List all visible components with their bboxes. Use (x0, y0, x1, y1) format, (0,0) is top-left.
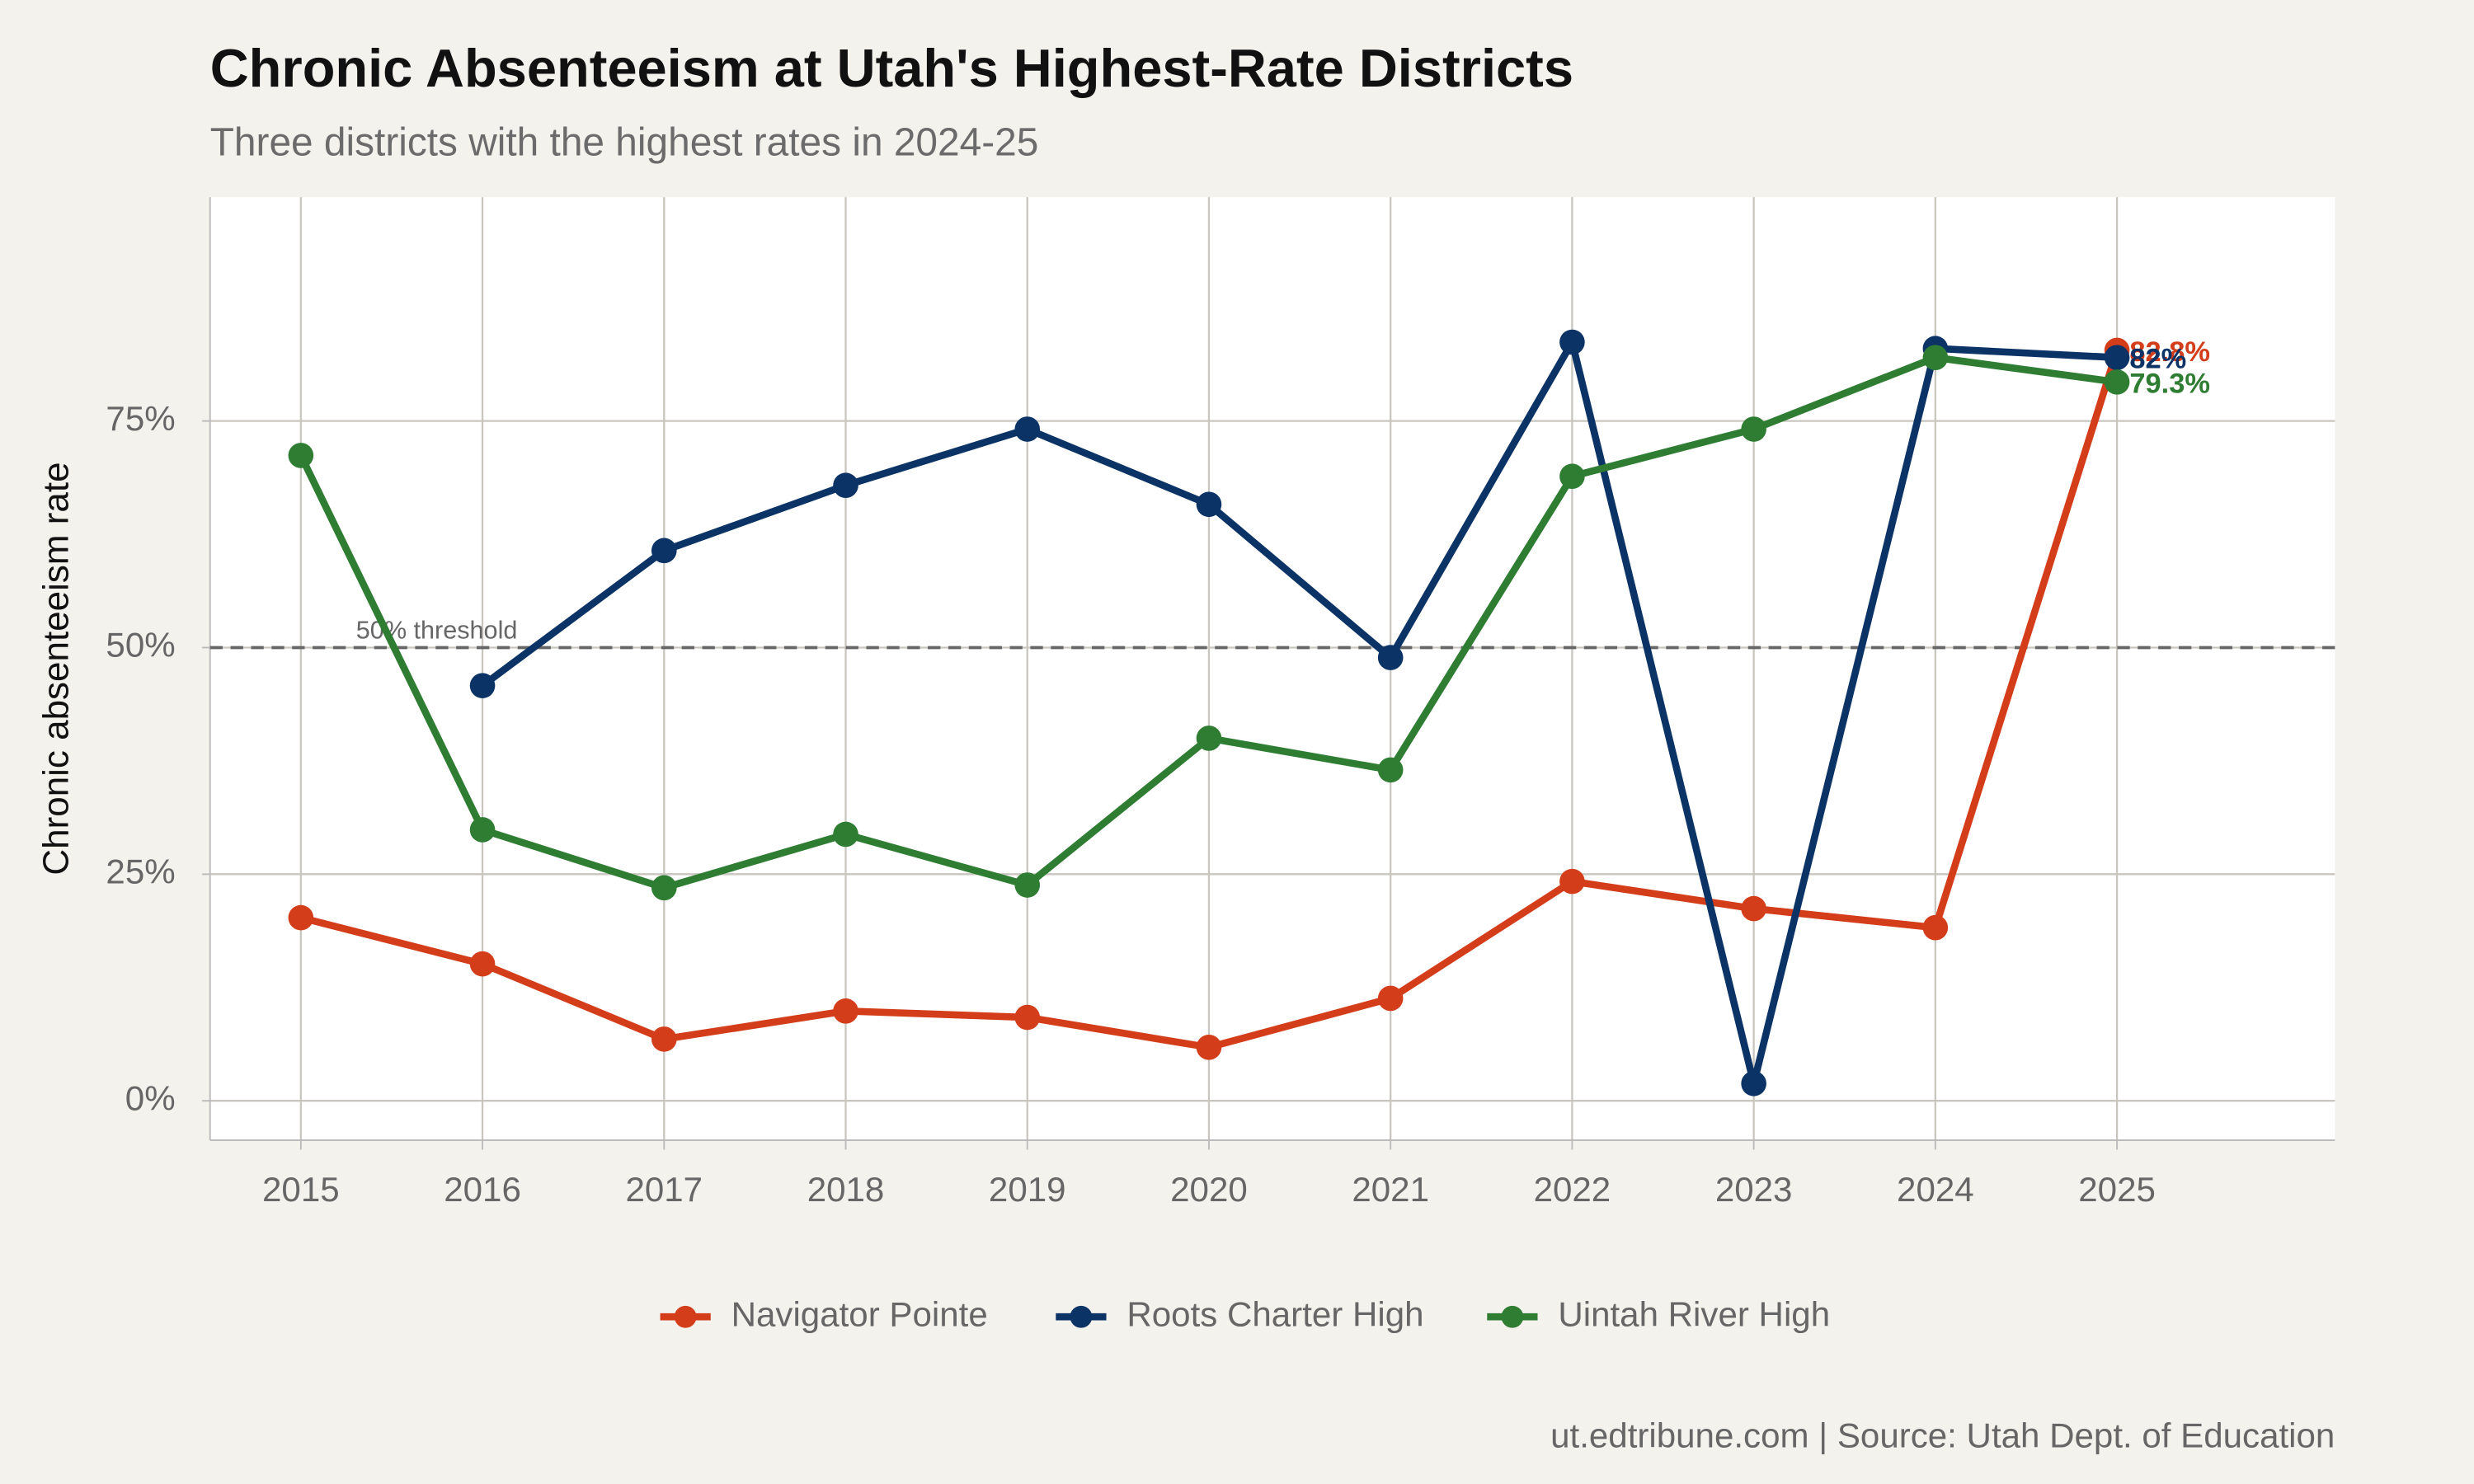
x-tick-label: 2025 (2078, 1170, 2156, 1209)
data-point (1741, 895, 1766, 922)
data-point (469, 673, 496, 698)
data-point (288, 443, 314, 468)
x-tick-label: 2016 (444, 1170, 521, 1209)
data-point (469, 951, 496, 977)
data-point (1014, 1004, 1041, 1031)
data-point (2104, 369, 2130, 395)
data-point (1922, 914, 1949, 941)
data-point (1559, 868, 1585, 895)
legend-key-point (674, 1305, 697, 1328)
x-tick-label: 2020 (1170, 1170, 1248, 1209)
data-point (469, 817, 496, 843)
y-tick-label: 75% (106, 399, 175, 438)
data-point (1377, 645, 1404, 670)
data-point (1377, 985, 1404, 1012)
legend-key-point (1501, 1305, 1524, 1328)
x-tick-label: 2018 (807, 1170, 885, 1209)
x-tick-label: 2024 (1897, 1170, 1974, 1209)
data-point (1559, 463, 1585, 490)
x-tick-label: 2015 (262, 1170, 340, 1209)
data-point (1741, 416, 1766, 442)
y-tick-label: 25% (106, 852, 175, 890)
y-axis-label: Chronic absenteeism rate (36, 462, 77, 875)
data-point (1559, 329, 1585, 355)
x-tick-label: 2019 (989, 1170, 1066, 1209)
data-point (1014, 416, 1041, 442)
data-point (1741, 1070, 1766, 1097)
legend-key-point (1070, 1305, 1093, 1328)
x-tick-label: 2022 (1534, 1170, 1611, 1209)
data-point (1014, 872, 1041, 898)
chart-subtitle: Three districts with the highest rates i… (210, 121, 1039, 165)
legend-label: Roots Charter High (1126, 1294, 1423, 1333)
value-label: 79.3% (2129, 368, 2210, 399)
data-point (2104, 345, 2130, 370)
data-point (1922, 345, 1949, 370)
data-point (1196, 726, 1222, 751)
legend-label: Navigator Pointe (731, 1294, 988, 1333)
x-tick-label: 2023 (1715, 1170, 1793, 1209)
x-tick-label: 2017 (625, 1170, 703, 1209)
data-point (833, 998, 858, 1024)
data-point (1196, 1035, 1222, 1060)
data-point (1377, 757, 1404, 783)
data-point (1196, 491, 1222, 518)
value-label: 82.8% (2129, 336, 2210, 368)
chart-title: Chronic Absenteeism at Utah's Highest-Ra… (210, 38, 1573, 98)
x-tick-label: 2021 (1352, 1170, 1429, 1209)
data-point (651, 538, 677, 564)
series-line (480, 338, 2118, 1087)
caption: ut.edtribune.com | Source: Utah Dept. of… (1550, 1416, 2335, 1455)
data-point (833, 472, 858, 499)
data-point (288, 904, 314, 931)
legend-label: Uintah River High (1558, 1294, 1830, 1333)
data-point (651, 875, 677, 901)
value-label: 82% (2129, 344, 2186, 375)
y-tick-label: 50% (106, 626, 175, 665)
data-point (651, 1026, 677, 1052)
y-tick-label: 0% (125, 1078, 176, 1117)
data-point (833, 821, 858, 848)
